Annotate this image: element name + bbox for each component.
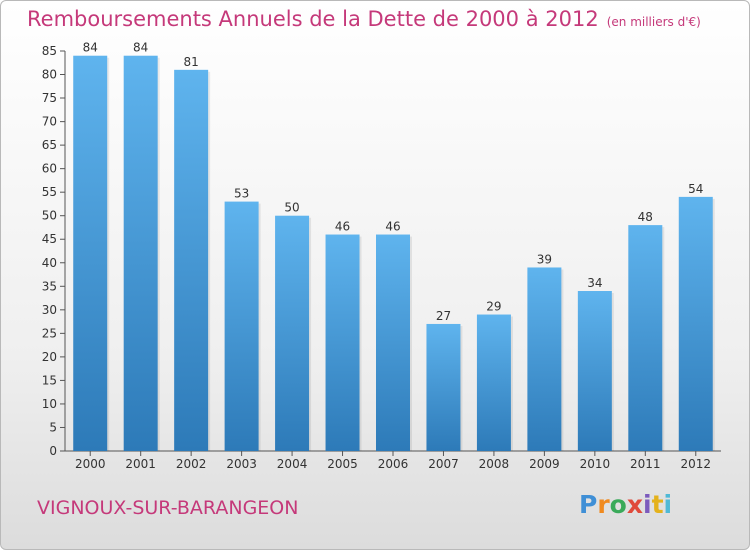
- data-label: 84: [83, 41, 98, 55]
- bar-shadow: [258, 203, 261, 451]
- logo-letter: r: [597, 490, 610, 519]
- axes: 0 5 10 15 20 25 30 35 40 45 50 55 60 65 70 75 80 85 2000 20…: [42, 44, 721, 471]
- bar: [476, 314, 511, 451]
- bar: [325, 234, 360, 451]
- y-tick-label: 75: [42, 91, 57, 105]
- y-tick-label: 40: [42, 256, 57, 270]
- y-tick-label: 60: [42, 162, 57, 176]
- logo-letter: x: [626, 490, 643, 519]
- data-label: 50: [284, 201, 299, 215]
- data-label: 34: [587, 276, 602, 290]
- bar: [275, 215, 310, 451]
- data-label: 46: [335, 220, 350, 234]
- bar-shadow: [410, 236, 412, 451]
- bar: [678, 196, 713, 451]
- y-tick-label: 30: [42, 303, 57, 317]
- bar: [628, 225, 663, 451]
- y-tick-label: 35: [42, 279, 57, 293]
- bar: [376, 234, 410, 451]
- logo-letter: o: [609, 490, 627, 519]
- chart-title-text: Remboursements Annuels de la Dette de 20…: [27, 7, 599, 31]
- data-label: 84: [133, 41, 148, 55]
- bar-shadow: [309, 217, 312, 451]
- bar-shadow: [510, 316, 513, 451]
- bar: [174, 69, 209, 451]
- chart-title: Remboursements Annuels de la Dette de 20…: [27, 7, 701, 31]
- data-label: 46: [385, 220, 400, 234]
- bar: [73, 55, 108, 452]
- y-tick-label: 65: [42, 138, 57, 152]
- x-tick-label: 2007: [428, 457, 459, 471]
- y-tick-label: 80: [42, 68, 57, 82]
- data-label: 81: [184, 55, 199, 69]
- bar-shadow: [662, 227, 665, 451]
- proxiti-logo: Proxiti: [579, 490, 672, 519]
- x-tick-label: 2002: [176, 457, 207, 471]
- bar: [123, 55, 158, 452]
- y-tick-label: 5: [49, 420, 57, 434]
- x-tick-label: 2000: [75, 457, 106, 471]
- data-label: 29: [486, 300, 501, 314]
- x-tick-label: 2010: [580, 457, 611, 471]
- city-name: VIGNOUX-SUR-BARANGEON: [37, 497, 299, 519]
- bar-shadow: [561, 269, 564, 451]
- bar: [577, 291, 612, 451]
- data-label: 39: [537, 252, 552, 266]
- y-tick-label: 0: [49, 444, 57, 458]
- bar-shadow: [157, 57, 160, 452]
- logo-letter: i: [663, 490, 673, 519]
- x-tick-label: 2003: [226, 457, 257, 471]
- x-tick-label: 2008: [479, 457, 510, 471]
- bar-shadow: [359, 236, 362, 451]
- x-tick-label: 2005: [327, 457, 358, 471]
- bar: [527, 267, 562, 451]
- y-tick-label: 25: [42, 326, 57, 340]
- x-tick-label: 2011: [630, 457, 661, 471]
- bar: [224, 201, 259, 451]
- y-tick-label: 45: [42, 232, 57, 246]
- y-tick-label: 85: [42, 44, 57, 58]
- x-tick-label: 2004: [277, 457, 308, 471]
- data-label: 53: [234, 187, 249, 201]
- logo-letter: P: [579, 490, 598, 519]
- y-tick-label: 70: [42, 115, 57, 129]
- x-tick-label: 2006: [378, 457, 409, 471]
- y-tick-label: 15: [42, 373, 57, 387]
- x-tick-label: 2009: [529, 457, 560, 471]
- y-tick-label: 10: [42, 397, 57, 411]
- data-label: 27: [436, 309, 451, 323]
- unit-note: (en milliers d'€): [606, 15, 701, 29]
- x-tick-label: 2001: [125, 457, 156, 471]
- bar-shadow: [208, 71, 211, 451]
- y-tick-label: 55: [42, 185, 57, 199]
- bar-shadow: [611, 293, 614, 451]
- bar-shadow: [460, 325, 463, 451]
- y-tick-label: 20: [42, 350, 57, 364]
- data-label: 54: [688, 182, 703, 196]
- data-label: 48: [638, 210, 653, 224]
- y-tick-label: 50: [42, 209, 57, 223]
- bar-shadow: [712, 198, 715, 451]
- bar-shadow: [107, 57, 110, 452]
- bars: 84 84 81 53 50 46 46 27 29 39 34 48 54: [73, 41, 715, 452]
- bar: [426, 323, 461, 451]
- logo-letter: t: [651, 490, 664, 519]
- x-tick-label: 2012: [680, 457, 711, 471]
- logo-letter: i: [643, 490, 652, 519]
